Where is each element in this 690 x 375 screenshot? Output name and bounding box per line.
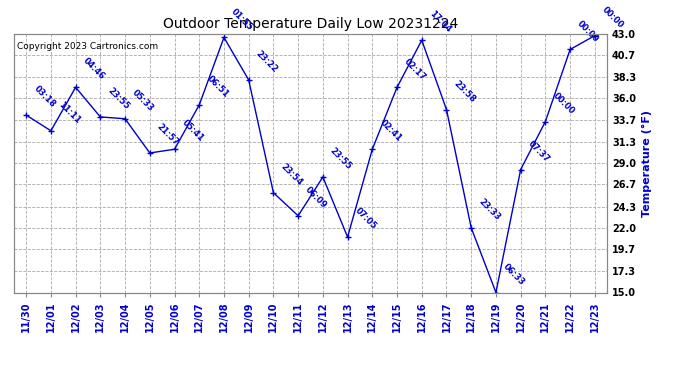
Text: 07:05: 07:05 xyxy=(353,206,378,231)
Text: 23:22: 23:22 xyxy=(254,49,279,74)
Text: 06:33: 06:33 xyxy=(502,262,526,287)
Text: 06:09: 06:09 xyxy=(304,185,329,210)
Text: 03:18: 03:18 xyxy=(32,84,57,109)
Text: 23:58: 23:58 xyxy=(452,79,477,104)
Text: Copyright 2023 Cartronics.com: Copyright 2023 Cartronics.com xyxy=(17,42,158,51)
Text: 17:04: 17:04 xyxy=(427,9,453,34)
Text: 23:55: 23:55 xyxy=(328,146,354,171)
Y-axis label: Temperature (°F): Temperature (°F) xyxy=(642,110,652,217)
Text: 23:33: 23:33 xyxy=(477,197,502,222)
Text: 04:46: 04:46 xyxy=(81,57,106,82)
Text: 05:33: 05:33 xyxy=(130,88,156,113)
Text: 00:00: 00:00 xyxy=(575,19,601,44)
Text: 23:55: 23:55 xyxy=(106,86,131,111)
Text: 02:41: 02:41 xyxy=(378,118,403,144)
Text: 01:55: 01:55 xyxy=(230,7,255,32)
Text: 00:00: 00:00 xyxy=(600,5,625,30)
Text: 07:37: 07:37 xyxy=(526,139,551,164)
Text: 06:51: 06:51 xyxy=(205,74,230,99)
Text: 23:54: 23:54 xyxy=(279,162,304,187)
Text: 11:11: 11:11 xyxy=(57,100,82,125)
Text: 00:00: 00:00 xyxy=(551,91,576,116)
Text: 05:41: 05:41 xyxy=(180,118,206,144)
Title: Outdoor Temperature Daily Low 20231224: Outdoor Temperature Daily Low 20231224 xyxy=(163,17,458,31)
Text: 02:17: 02:17 xyxy=(402,57,428,82)
Text: 21:57: 21:57 xyxy=(155,122,181,147)
